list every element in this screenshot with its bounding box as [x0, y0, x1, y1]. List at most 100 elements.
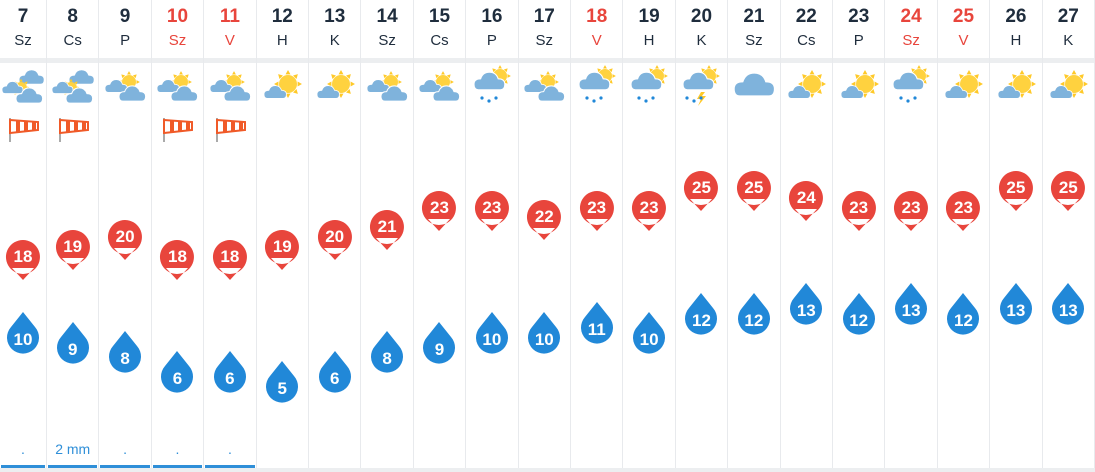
- day-column[interactable]: 11 V 18 6.: [204, 0, 257, 468]
- low-temp-pin: 10: [630, 312, 668, 356]
- high-temp: 23: [639, 197, 659, 217]
- low-temp: 8: [382, 349, 392, 369]
- rain-icon: [630, 65, 668, 103]
- high-temp-pin: 20: [316, 218, 354, 261]
- high-temp-pin: 23: [630, 189, 668, 231]
- low-temp-pin: 12: [944, 292, 982, 337]
- high-temp: 22: [534, 207, 554, 227]
- high-temp: 23: [587, 197, 607, 217]
- day-of-week: P: [486, 32, 497, 49]
- day-column[interactable]: 12 H 19 5: [257, 0, 309, 468]
- day-column[interactable]: 17 Sz 22 10: [519, 0, 571, 468]
- day-column[interactable]: 22 Cs 24 13: [781, 0, 833, 468]
- low-temp-pin: 13: [997, 282, 1035, 327]
- sun-clouds-icon: [51, 69, 95, 104]
- mostly-sunny-icon: [316, 70, 355, 99]
- day-number: 26: [1005, 6, 1027, 27]
- day-number: 14: [376, 6, 398, 27]
- low-temp: 13: [1006, 300, 1026, 320]
- low-temp: 12: [692, 310, 711, 330]
- day-of-week: K: [696, 32, 707, 49]
- partly-cloudy-icon: [419, 71, 461, 102]
- low-temp-pin: 10: [473, 312, 511, 356]
- low-temp-pin: 13: [892, 282, 930, 327]
- day-column[interactable]: 24 Sz 23 13: [885, 0, 938, 468]
- high-temp: 25: [1006, 177, 1026, 197]
- day-of-week: Sz: [14, 32, 32, 49]
- high-temp: 25: [744, 177, 764, 197]
- low-temp: 13: [796, 300, 816, 320]
- windsock-icon: [214, 116, 248, 142]
- high-temp-pin: 23: [473, 189, 511, 231]
- day-of-week: Cs: [430, 32, 449, 49]
- day-column[interactable]: 15 Cs 23 9: [414, 0, 467, 468]
- day-column[interactable]: 21 Sz 25 12: [728, 0, 781, 468]
- high-temp-pin: 23: [944, 189, 982, 231]
- high-temp-pin: 18: [211, 238, 249, 280]
- day-number: 10: [166, 6, 189, 27]
- low-temp: 13: [1058, 300, 1078, 320]
- high-temp: 23: [430, 197, 449, 217]
- day-column[interactable]: 10 Sz 18 6.: [152, 0, 205, 468]
- precipitation-bar: [205, 465, 255, 468]
- day-column[interactable]: 16 P 23 10: [466, 0, 519, 468]
- high-temp-pin: 24: [787, 179, 825, 221]
- high-temp-pin: 19: [263, 228, 301, 271]
- day-of-week: Sz: [378, 32, 396, 49]
- high-temp-pin: 19: [54, 228, 92, 271]
- day-of-week: P: [853, 32, 864, 49]
- cloudy-icon: [733, 72, 776, 97]
- day-column[interactable]: 27 K 25 13: [1043, 0, 1095, 468]
- day-column[interactable]: 18 V 23 11: [571, 0, 624, 468]
- partly-cloudy-icon: [209, 71, 251, 102]
- high-temp: 21: [377, 217, 397, 237]
- high-temp-pin: 25: [682, 169, 720, 211]
- low-temp: 9: [434, 339, 445, 359]
- low-temp: 12: [954, 310, 973, 330]
- day-number: 12: [271, 6, 293, 27]
- day-column[interactable]: 25 V 23 12: [938, 0, 991, 468]
- high-temp: 18: [220, 247, 240, 266]
- low-temp: 12: [744, 310, 764, 330]
- low-temp: 10: [534, 330, 554, 349]
- day-of-week: Cs: [797, 32, 816, 49]
- day-number: 24: [900, 6, 922, 27]
- day-of-week: V: [224, 32, 235, 49]
- low-temp-pin: 6: [158, 350, 196, 395]
- day-of-week: H: [276, 32, 288, 49]
- header-divider: [0, 58, 1095, 63]
- high-temp: 19: [63, 237, 83, 257]
- day-number: 16: [481, 6, 503, 27]
- high-temp: 20: [115, 227, 135, 247]
- high-temp: 23: [954, 197, 973, 217]
- high-temp: 19: [272, 237, 292, 257]
- day-number: 27: [1057, 6, 1079, 27]
- day-column[interactable]: 26 H 25 13: [990, 0, 1043, 468]
- high-temp-pin: 25: [735, 169, 773, 211]
- day-column[interactable]: 23 P 23 12: [833, 0, 886, 468]
- day-number: 13: [324, 6, 346, 27]
- low-temp-pin: 10: [4, 312, 42, 356]
- day-of-week: K: [329, 32, 340, 49]
- precipitation: .: [175, 441, 180, 457]
- low-temp-pin: 13: [1049, 282, 1087, 327]
- day-column[interactable]: 20 K 25 12: [676, 0, 729, 468]
- bottom-divider: [0, 468, 1095, 472]
- high-temp-pin: 25: [997, 169, 1035, 211]
- day-column[interactable]: 8 Cs 19 9 2 mm: [47, 0, 100, 468]
- day-column[interactable]: 19 H 23 10: [623, 0, 676, 468]
- precipitation: .: [227, 441, 232, 457]
- precipitation-bar: [152, 465, 203, 468]
- precipitation: .: [21, 441, 25, 457]
- low-temp-pin: 12: [682, 292, 720, 337]
- day-column[interactable]: 13 K 20 6: [309, 0, 362, 468]
- day-column[interactable]: 14 Sz 21 8: [361, 0, 414, 468]
- windsock-icon: [7, 116, 41, 142]
- day-number: 17: [533, 6, 555, 27]
- high-temp: 24: [796, 187, 816, 207]
- day-column[interactable]: 9 P 20 8.: [99, 0, 152, 468]
- mostly-sunny-icon: [787, 70, 827, 99]
- high-temp-pin: 23: [892, 189, 930, 231]
- day-column[interactable]: 7 Sz 18 10.: [0, 0, 47, 468]
- mostly-sunny-icon: [997, 70, 1036, 99]
